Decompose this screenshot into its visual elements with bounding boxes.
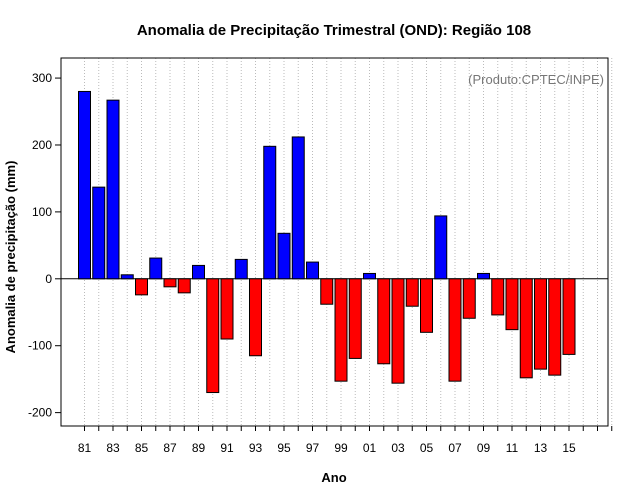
bar-1983: [106, 99, 120, 280]
y-tick-label: 300: [32, 71, 52, 85]
chart-title: Anomalia de Precipitação Trimestral (OND…: [137, 22, 531, 39]
x-tick-label: 91: [220, 441, 234, 455]
x-tick-label: 05: [420, 441, 434, 455]
bar-1988: [177, 278, 191, 294]
x-tick-label: 81: [78, 441, 92, 455]
x-axis: 81 83 85 87 89 91 93 95 97 99 01 03 05 07 09 11 13 15: [78, 426, 613, 455]
bar-2012: [519, 278, 533, 379]
y-tick-label: 0: [45, 272, 52, 286]
bar-2003: [391, 278, 405, 384]
bar-1986: [149, 257, 163, 280]
x-tick-label: 11: [506, 441, 519, 455]
bar-1997: [306, 261, 319, 280]
y-tick-label: -200: [28, 406, 52, 420]
x-tick-label: 07: [448, 441, 462, 455]
x-tick-label: 89: [192, 441, 206, 455]
plot-frame: [60, 57, 609, 427]
bar-1981: [78, 90, 91, 280]
x-tick-label: 85: [135, 441, 149, 455]
y-axis-label: Anomalia de precipitação (mm): [3, 161, 18, 354]
x-tick-label: 15: [562, 441, 576, 455]
bar-2005: [420, 278, 433, 333]
y-tick-label: 100: [32, 205, 52, 219]
bar-1987: [163, 278, 177, 288]
x-axis-label: Ano: [321, 470, 346, 485]
y-axis: -200 -100 0 100 200 300: [28, 71, 61, 420]
x-tick-label: 93: [249, 441, 263, 455]
x-tick-label: 09: [477, 441, 491, 455]
bar-2000: [348, 278, 362, 359]
bar-2015: [562, 278, 576, 355]
x-tick-label: 13: [534, 441, 548, 455]
bar-2008: [462, 278, 476, 319]
bar-1996: [291, 136, 305, 280]
x-tick-label: 83: [106, 441, 120, 455]
y-tick-label: -100: [28, 339, 52, 353]
bar-1984: [120, 274, 134, 280]
bar-2009: [477, 272, 490, 280]
bar-1998: [320, 278, 334, 305]
x-tick-label: 03: [391, 441, 405, 455]
bar-2013: [534, 278, 547, 370]
bar-1999: [334, 278, 348, 382]
bar-1991: [220, 278, 234, 340]
bar-2007: [448, 278, 462, 382]
bar-2010: [491, 278, 505, 316]
x-tick-label: 95: [277, 441, 291, 455]
product-credit: (Produto:CPTEC/INPE): [468, 72, 604, 87]
bar-1989: [192, 264, 205, 280]
bar-1985: [135, 278, 148, 296]
bar-2004: [405, 278, 419, 307]
x-tick-label: 01: [363, 441, 377, 455]
bars: [78, 90, 576, 394]
bar-1994: [263, 145, 277, 280]
x-tick-label: 97: [306, 441, 320, 455]
bar-2014: [548, 278, 562, 376]
bar-1990: [206, 278, 220, 394]
bar-2001: [363, 272, 376, 280]
bar-1992: [234, 258, 248, 280]
bar-1993: [249, 278, 262, 357]
bar-2002: [377, 278, 391, 365]
bar-1982: [92, 186, 106, 280]
bar-1995: [277, 232, 291, 280]
x-tick-label: 99: [334, 441, 348, 455]
bar-2011: [505, 278, 519, 331]
bar-2006: [434, 215, 448, 280]
x-tick-label: 87: [163, 441, 177, 455]
y-tick-label: 200: [32, 138, 52, 152]
